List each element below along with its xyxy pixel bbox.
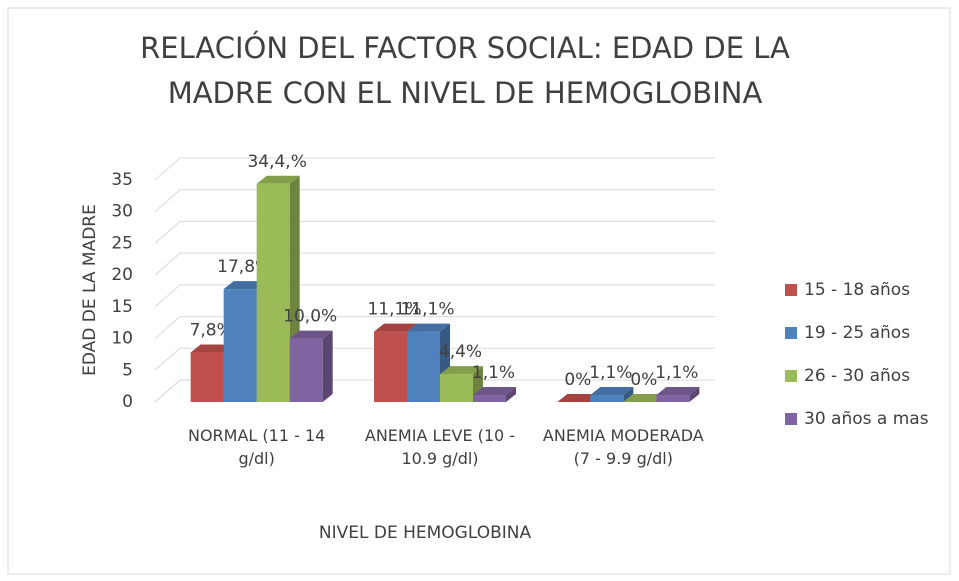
- legend-label: 26 - 30 años: [804, 366, 910, 386]
- bar: [473, 395, 506, 402]
- y-tick-label: 30: [111, 202, 133, 222]
- bar-top: [407, 323, 450, 332]
- data-label: 11,1%: [400, 300, 454, 320]
- bar-top: [473, 387, 516, 396]
- bar: [190, 352, 224, 402]
- x-tick-label-box: ANEMIA LEVE (10 - 10.9 g/dl): [364, 426, 516, 468]
- bar: [289, 338, 323, 402]
- legend-swatch: [785, 284, 797, 296]
- x-tick-label-box: ANEMIA MODERADA (7 - 9.9 g/dl): [542, 426, 704, 468]
- bar-top: [374, 323, 417, 332]
- y-tick-label: 5: [122, 360, 133, 380]
- grid-line: [154, 220, 715, 244]
- grid-line: [154, 189, 715, 213]
- bar-top: [223, 281, 267, 290]
- y-tick-label: 15: [111, 297, 133, 317]
- bar-side: [506, 387, 516, 402]
- data-label: 1,1%: [589, 363, 632, 383]
- data-label: 1,1%: [655, 363, 698, 383]
- bar: [256, 183, 290, 402]
- floor: [154, 379, 715, 403]
- bar-top: [590, 387, 634, 396]
- grid-line: [154, 347, 715, 371]
- bar: [407, 331, 440, 402]
- bar-top: [190, 344, 234, 353]
- bar: [590, 395, 624, 402]
- grid-line: [154, 252, 715, 276]
- bar-top: [289, 330, 333, 339]
- x-tick-label: NORMAL (11 - 14 g/dl): [187, 426, 326, 468]
- data-label: 4,4%: [439, 342, 482, 362]
- data-label: 34,4,%: [247, 152, 306, 172]
- y-tick-label: 20: [111, 265, 133, 285]
- bar-top: [656, 387, 700, 396]
- data-label: 7,8%: [190, 321, 233, 341]
- y-tick-label: 25: [111, 233, 133, 253]
- chart-title: RELACIÓN DEL FACTOR SOCIAL: EDAD DE LA: [140, 31, 790, 65]
- bar: [374, 331, 407, 402]
- grid-line: [154, 157, 715, 181]
- bar: [440, 374, 473, 402]
- bar-top: [440, 366, 483, 375]
- legend-label: 15 - 18 años: [804, 280, 910, 300]
- bar-top: [557, 394, 601, 402]
- data-label: 1,1%: [472, 363, 515, 383]
- data-label: 0%: [564, 370, 591, 390]
- legend-label: 19 - 25 años: [804, 323, 910, 343]
- x-tick-label-box: NORMAL (11 - 14 g/dl): [187, 426, 326, 468]
- x-tick-label: ANEMIA MODERADA (7 - 9.9 g/dl): [542, 426, 704, 468]
- y-axis-label: EDAD DE LA MADRE: [80, 204, 100, 376]
- bar-side: [623, 387, 634, 402]
- bar-side: [689, 387, 700, 402]
- x-axis-label: NIVEL DE HEMOGLOBINA: [319, 523, 532, 543]
- y-tick-label: 10: [111, 329, 133, 349]
- data-label: 11,1%: [367, 300, 421, 320]
- legend-swatch: [785, 327, 797, 339]
- legend-label: 30 años a mas: [804, 409, 929, 429]
- bar: [656, 395, 690, 402]
- data-label: 10,0%: [283, 307, 337, 327]
- grid-line: [154, 316, 715, 339]
- grid-line: [154, 284, 715, 308]
- y-tick-label: 0: [122, 392, 133, 412]
- legend-swatch: [785, 413, 797, 425]
- chart-title: MADRE CON EL NIVEL DE HEMOGLOBINA: [168, 76, 763, 110]
- legend-swatch: [785, 370, 797, 382]
- x-tick-label: ANEMIA LEVE (10 - 10.9 g/dl): [364, 426, 516, 468]
- y-tick-label: 35: [111, 170, 133, 190]
- bar-top: [256, 175, 300, 184]
- bar-top: [623, 394, 667, 402]
- bar: [223, 289, 257, 402]
- bar-side: [322, 330, 333, 402]
- data-label: 0%: [630, 370, 657, 390]
